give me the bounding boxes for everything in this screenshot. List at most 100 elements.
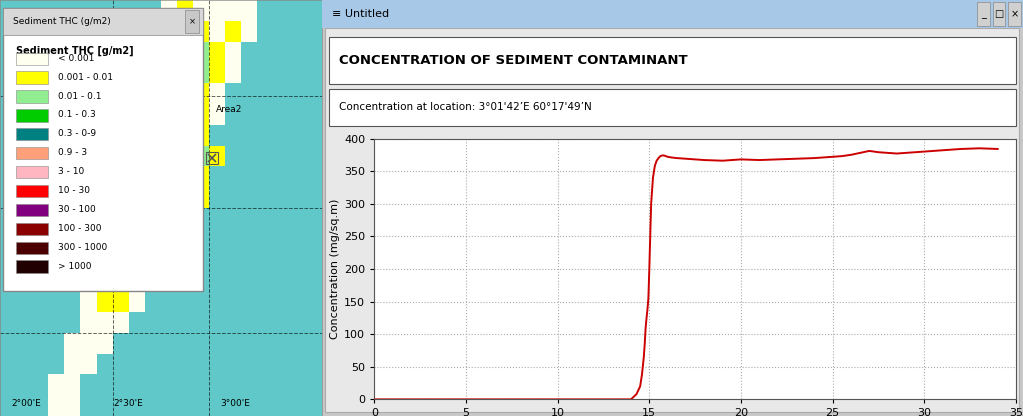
Bar [96, 333, 113, 354]
Text: < 0.001: < 0.001 [58, 54, 94, 63]
Text: 100 - 300: 100 - 300 [58, 224, 101, 233]
Text: Sediment THC [g/m2]: Sediment THC [g/m2] [16, 46, 134, 56]
Bar [48, 0, 64, 21]
Bar [129, 83, 145, 104]
Bar [193, 291, 209, 312]
Bar [16, 166, 32, 187]
Bar [145, 333, 161, 354]
Bar [241, 83, 258, 104]
Bar [81, 104, 96, 125]
Bar [290, 125, 306, 146]
Bar [96, 62, 113, 83]
Bar [161, 312, 177, 333]
Bar [225, 354, 241, 374]
Bar [209, 62, 225, 83]
Bar [32, 187, 48, 208]
Bar [209, 333, 225, 354]
Bar [16, 125, 32, 146]
Bar [64, 0, 81, 21]
Y-axis label: Concentration (mg/sq.m): Concentration (mg/sq.m) [330, 199, 340, 339]
Bar [161, 21, 177, 42]
Bar [273, 62, 290, 83]
Text: 0.001 - 0.01: 0.001 - 0.01 [58, 73, 113, 82]
Bar [177, 166, 193, 187]
Bar [81, 62, 96, 83]
Bar [241, 187, 258, 208]
Bar [32, 270, 48, 291]
Bar [241, 21, 258, 42]
Bar [193, 395, 209, 416]
Bar [241, 312, 258, 333]
Bar [177, 354, 193, 374]
Bar [145, 42, 161, 62]
Bar [145, 125, 161, 146]
Bar [129, 374, 145, 395]
Bar [16, 333, 32, 354]
Bar [48, 229, 64, 250]
Bar [258, 270, 273, 291]
Bar [48, 291, 64, 312]
Bar [64, 208, 81, 229]
Bar [290, 333, 306, 354]
Text: 300 - 1000: 300 - 1000 [58, 243, 107, 252]
Bar [48, 146, 64, 166]
Bar [1009, 2, 1021, 26]
Bar [290, 42, 306, 62]
Bar [306, 395, 321, 416]
Bar [273, 291, 290, 312]
Bar [306, 291, 321, 312]
Bar [32, 42, 48, 62]
Bar [48, 270, 64, 291]
Bar [0, 42, 16, 62]
Bar [32, 83, 48, 104]
Bar [16, 90, 48, 103]
Text: 10 - 30: 10 - 30 [58, 186, 90, 195]
Bar [225, 291, 241, 312]
Bar [306, 166, 321, 187]
Bar [145, 374, 161, 395]
Bar [113, 312, 129, 333]
Bar [273, 125, 290, 146]
Bar [16, 223, 48, 235]
Bar [81, 250, 96, 270]
Bar [16, 260, 48, 272]
Bar [96, 374, 113, 395]
Bar [209, 229, 225, 250]
Bar [64, 187, 81, 208]
Bar [161, 333, 177, 354]
Bar [177, 146, 193, 166]
Bar [81, 21, 96, 42]
Bar [209, 312, 225, 333]
Bar [258, 104, 273, 125]
Bar [306, 208, 321, 229]
Bar [3, 8, 203, 35]
Bar [306, 250, 321, 270]
Bar [290, 21, 306, 42]
Bar [0, 146, 16, 166]
Bar [290, 83, 306, 104]
Bar [328, 89, 1016, 126]
Bar [209, 21, 225, 42]
Bar [32, 21, 48, 42]
Bar [64, 333, 81, 354]
Bar [290, 208, 306, 229]
Bar [96, 146, 113, 166]
Bar [81, 312, 96, 333]
Bar [16, 62, 32, 83]
Bar [225, 0, 241, 21]
Bar [16, 395, 32, 416]
Bar [113, 83, 129, 104]
Bar [96, 395, 113, 416]
Bar [16, 104, 32, 125]
Bar [273, 208, 290, 229]
Bar [977, 2, 990, 26]
Bar [258, 42, 273, 62]
Bar [16, 185, 48, 197]
Bar [306, 125, 321, 146]
Text: > 1000: > 1000 [58, 262, 91, 270]
Bar [129, 270, 145, 291]
Bar [81, 333, 96, 354]
Bar [96, 312, 113, 333]
Bar [209, 125, 225, 146]
Bar [16, 146, 32, 166]
